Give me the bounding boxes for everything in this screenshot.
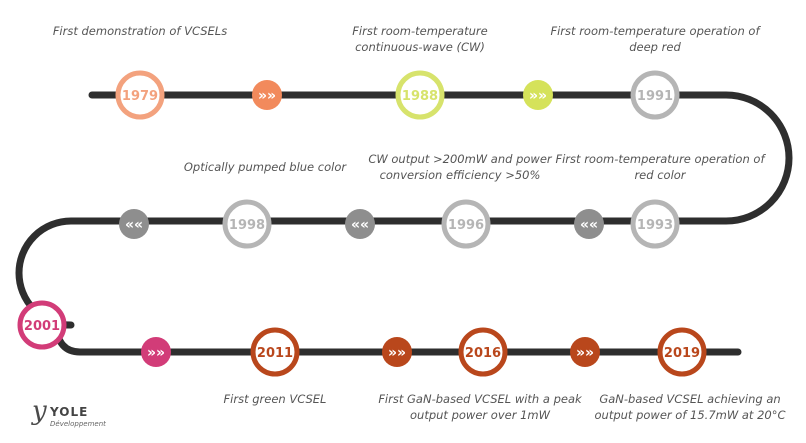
milestone-1979: 1979 [115,70,165,120]
milestone-1988: 1988 [395,70,445,120]
chevrons-icon: »» [529,88,547,104]
milestone-ring [657,327,707,377]
arrow-badge: »» [382,337,412,367]
milestone-ring [17,300,67,350]
milestone-year: 1988 [402,89,438,104]
arrow-badge-disc [382,337,412,367]
arrow-badge-disc [574,209,604,239]
milestone-1998: 1998 [222,199,272,249]
arrow-badge-disc [141,337,171,367]
milestone-ring [441,199,491,249]
chevrons-icon: «« [351,217,369,233]
caption-1996: CW output >200mW and power conversion ef… [368,152,552,182]
arrow-badge-disc [252,80,282,110]
milestone-ring [250,327,300,377]
caption-1979: First demonstration of VCSELs [52,24,228,38]
milestone-year: 1996 [448,218,484,233]
milestone-year: 2001 [24,319,60,334]
yole-logo-name: YOLE [50,405,89,419]
milestone-year: 2011 [257,346,293,361]
milestone-year: 1998 [229,218,265,233]
arrow-badge-disc [119,209,149,239]
milestone-ring [630,199,680,249]
caption-1991: First room-temperature operation of deep… [550,24,760,54]
milestone-ring [115,70,165,120]
milestone-2011: 2011 [250,327,300,377]
milestone-2016: 2016 [458,327,508,377]
milestone-ring [630,70,680,120]
milestone-ring [222,199,272,249]
milestone-2019: 2019 [657,327,707,377]
chevrons-icon: »» [147,345,165,361]
chevrons-icon: »» [576,345,594,361]
arrow-badge: »» [141,337,171,367]
arrow-badge: «« [345,209,375,239]
milestone-ring [458,327,508,377]
arrow-badge-disc [345,209,375,239]
arrow-badge: »» [570,337,600,367]
milestone-1991: 1991 [630,70,680,120]
chevrons-icon: »» [258,88,276,104]
caption-2016: First GaN-based VCSEL with a peak output… [378,392,582,422]
chevrons-icon: »» [388,345,406,361]
chevrons-icon: «« [580,217,598,233]
arrow-badge: «« [574,209,604,239]
caption-2011: First green VCSEL [223,392,327,406]
milestone-year: 1991 [637,89,673,104]
yole-logo-subtitle: Développement [50,420,106,428]
milestone-year: 2016 [465,346,501,361]
milestone-year: 1993 [637,218,673,233]
milestone-year: 2019 [664,346,700,361]
arrow-badge: «« [119,209,149,239]
caption-2019: GaN-based VCSEL achieving an output powe… [594,392,786,422]
arrow-badge-disc [523,80,553,110]
milestone-ring [395,70,445,120]
milestone-2001: 2001 [17,300,67,350]
arrow-badge: »» [252,80,282,110]
caption-1993: First room-temperature operation of red … [555,152,765,182]
milestone-1996: 1996 [441,199,491,249]
milestone-year: 1979 [122,89,158,104]
milestone-1993: 1993 [630,199,680,249]
caption-1988: First room-temperature continuous-wave (… [352,24,488,54]
chevrons-icon: «« [125,217,143,233]
caption-1998: Optically pumped blue color [183,160,347,174]
yole-logo-mark: y [32,396,47,426]
yole-logo: y YOLE Développement [32,396,118,436]
arrow-badge-disc [570,337,600,367]
arrow-badge: »» [523,80,553,110]
